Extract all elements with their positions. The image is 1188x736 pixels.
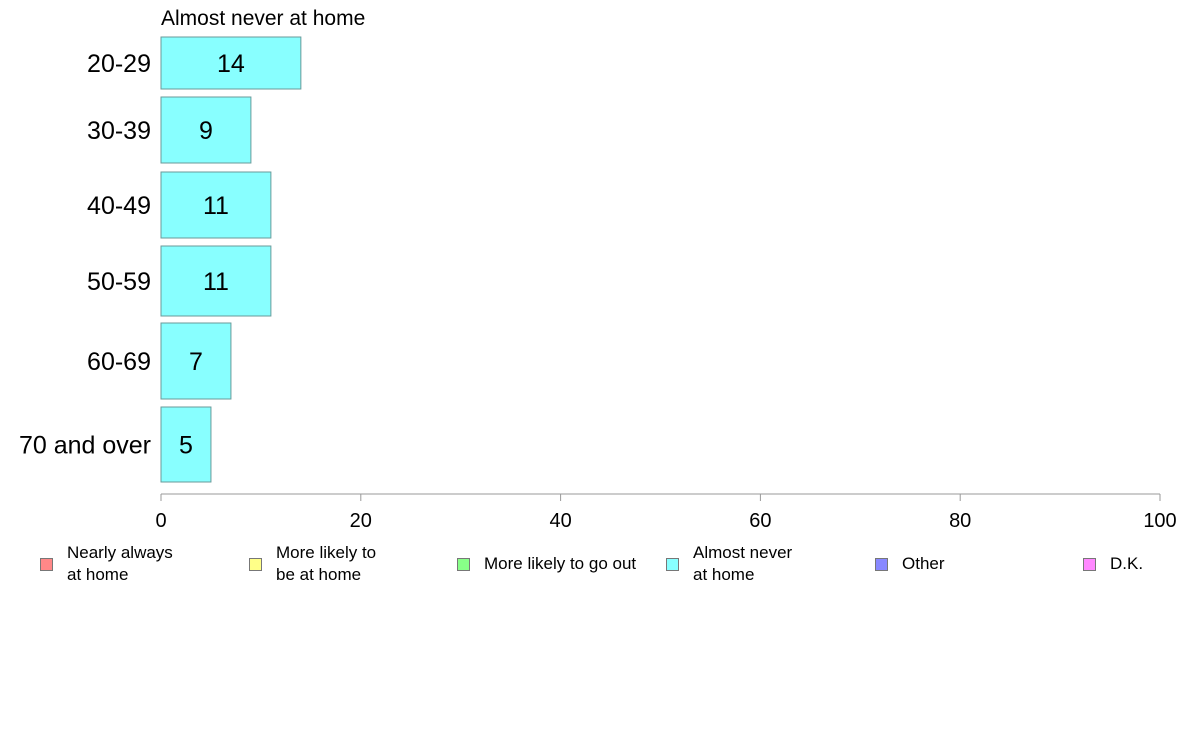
category-label: 20-29	[87, 50, 151, 78]
x-axis: 0 20 40 60 80 100	[155, 493, 1177, 532]
bar-70-and-over	[160, 406, 212, 483]
bar-30-39	[160, 96, 252, 164]
legend: Nearly always at home More likely to be a…	[0, 540, 1188, 600]
legend-swatch	[1083, 557, 1096, 571]
bar-20-29	[160, 36, 302, 90]
legend-label: Nearly always at home	[67, 543, 173, 584]
data-label: 11	[203, 268, 229, 296]
x-tick-label: 80	[949, 510, 971, 532]
data-label: 14	[217, 50, 245, 78]
data-label: 7	[189, 348, 203, 376]
bars-group: 20-29 14 30-39 9 40-49 11 50-59 11 60-69 7 70 and …	[19, 36, 302, 483]
legend-label: More likely to go out	[484, 554, 637, 573]
x-tick-label: 40	[549, 510, 571, 532]
legend-item: D.K.	[1083, 540, 1143, 588]
legend-item: More likely to go out	[457, 540, 636, 588]
legend-swatch	[666, 557, 679, 571]
legend-item: Other	[875, 540, 945, 588]
category-label: 30-39	[87, 117, 151, 145]
bar-50-59	[160, 245, 272, 317]
data-label: 9	[199, 117, 213, 145]
legend-swatch	[457, 557, 470, 571]
legend-item: Almost never at home	[666, 540, 792, 588]
data-label: 5	[179, 432, 193, 460]
data-label: 11	[203, 192, 229, 220]
category-label: 60-69	[87, 348, 151, 376]
legend-swatch	[875, 557, 888, 571]
x-tick-label: 0	[155, 510, 166, 532]
category-label: 50-59	[87, 268, 151, 296]
x-tick-label: 20	[350, 510, 372, 532]
category-label: 70 and over	[19, 432, 151, 460]
chart-title: Almost never at home	[161, 7, 365, 30]
bar-60-69	[160, 322, 232, 400]
bar-40-49	[160, 171, 272, 239]
legend-label: D.K.	[1110, 554, 1144, 573]
legend-label: Other	[902, 554, 945, 573]
bar-chart: Almost never at home 20-29 14 30-39 9 40-49 1…	[19, 7, 1177, 532]
x-tick-label: 60	[749, 510, 771, 532]
legend-swatch	[40, 557, 53, 571]
legend-item: More likely to be at home	[249, 540, 376, 588]
legend-label: More likely to be at home	[276, 543, 377, 584]
category-label: 40-49	[87, 192, 151, 220]
legend-item: Nearly always at home	[40, 540, 173, 588]
x-tick-label: 100	[1143, 510, 1176, 532]
legend-swatch	[249, 557, 262, 571]
legend-label: Almost never at home	[693, 543, 793, 584]
